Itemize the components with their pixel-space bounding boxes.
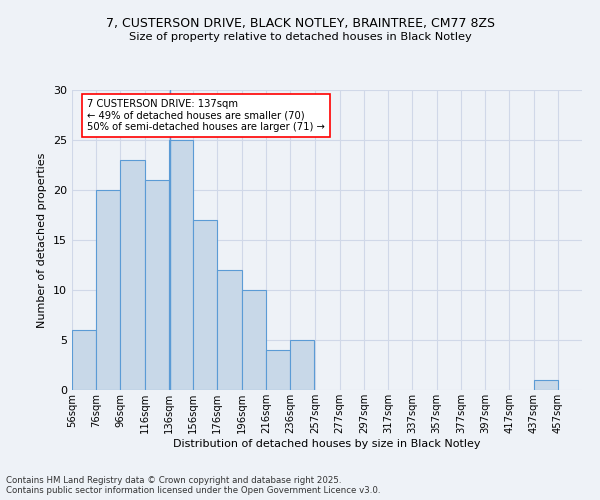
Bar (217, 270, 242, 390)
Bar (242, 290, 266, 390)
Text: Contains HM Land Registry data © Crown copyright and database right 2025.
Contai: Contains HM Land Registry data © Crown c… (6, 476, 380, 495)
Bar (96, 190, 121, 390)
Bar (193, 220, 217, 390)
Bar (533, 380, 558, 390)
Text: 7, CUSTERSON DRIVE, BLACK NOTLEY, BRAINTREE, CM77 8ZS: 7, CUSTERSON DRIVE, BLACK NOTLEY, BRAINT… (106, 18, 494, 30)
Bar (145, 180, 169, 390)
X-axis label: Distribution of detached houses by size in Black Notley: Distribution of detached houses by size … (173, 438, 481, 448)
Text: Size of property relative to detached houses in Black Notley: Size of property relative to detached ho… (128, 32, 472, 42)
Bar (72, 330, 96, 390)
Bar (121, 160, 145, 390)
Bar (290, 340, 314, 390)
Text: 7 CUSTERSON DRIVE: 137sqm
← 49% of detached houses are smaller (70)
50% of semi-: 7 CUSTERSON DRIVE: 137sqm ← 49% of detac… (88, 99, 325, 132)
Bar (169, 140, 193, 390)
Bar (266, 350, 290, 390)
Y-axis label: Number of detached properties: Number of detached properties (37, 152, 47, 328)
